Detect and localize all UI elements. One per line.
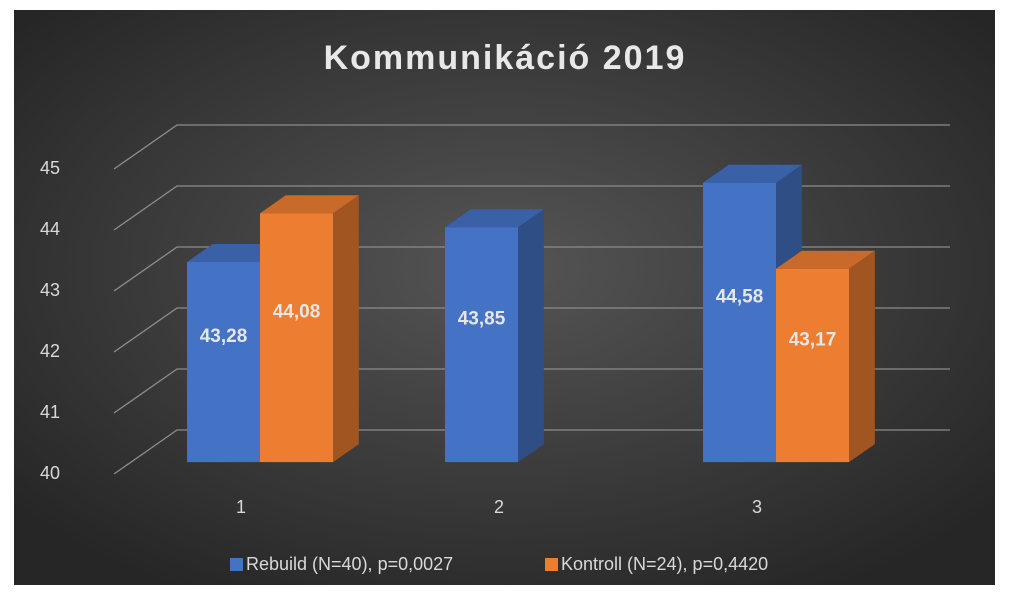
grid-line [113, 429, 950, 475]
chart-title: Kommunikáció 2019 [324, 39, 687, 77]
data-label: 43,85 [458, 309, 506, 330]
x-tick-label: 3 [752, 497, 762, 517]
x-tick-label: 2 [494, 497, 504, 517]
legend-label: Rebuild (N=40), p=0,0027 [246, 554, 453, 574]
legend-label: Kontroll (N=24), p=0,4420 [561, 554, 768, 574]
data-label: 43,28 [200, 326, 248, 347]
bar [445, 227, 519, 463]
bar-top [445, 209, 544, 228]
bar-top [703, 164, 802, 183]
bar-side [849, 250, 875, 463]
y-tick-label: 41 [40, 402, 60, 422]
grid-line [113, 368, 950, 414]
grid-line [113, 185, 950, 231]
bar-side [333, 195, 359, 463]
grid-line [113, 124, 950, 170]
bar [187, 262, 261, 463]
legend-swatch [545, 558, 558, 571]
legend-swatch [230, 558, 243, 571]
y-tick-label: 42 [40, 341, 60, 361]
bar [776, 268, 850, 463]
x-tick-label: 1 [236, 497, 246, 517]
data-label: 44,08 [273, 302, 321, 323]
bar-top [260, 195, 359, 214]
bar-side [518, 209, 544, 463]
y-tick-label: 45 [40, 158, 60, 178]
y-tick-label: 44 [40, 219, 60, 239]
bar [260, 213, 334, 463]
data-label: 44,58 [716, 286, 764, 307]
bar-top [776, 250, 875, 269]
y-tick-label: 40 [40, 463, 60, 483]
data-label: 43,17 [789, 329, 837, 350]
grid-line [113, 307, 950, 353]
grid-line [113, 246, 950, 292]
y-tick-label: 43 [40, 280, 60, 300]
bar [703, 182, 777, 463]
